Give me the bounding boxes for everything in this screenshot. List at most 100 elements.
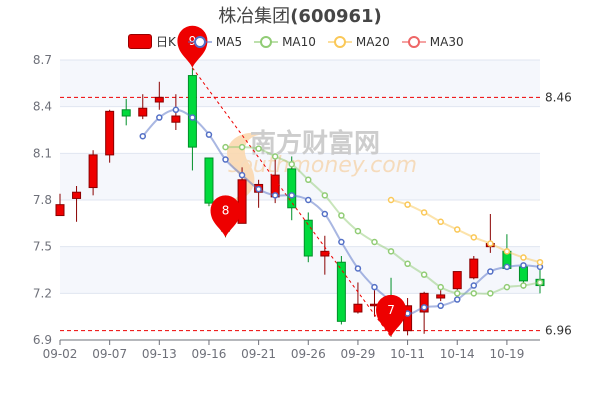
ma-point bbox=[520, 262, 527, 269]
candle-body bbox=[419, 292, 429, 313]
candle-body bbox=[154, 96, 164, 103]
ma-point bbox=[305, 176, 312, 184]
ma-point bbox=[437, 302, 444, 310]
watermark-text: southmoney.com bbox=[228, 153, 417, 178]
candle bbox=[436, 290, 446, 302]
candle bbox=[469, 256, 479, 280]
ma-point bbox=[222, 143, 229, 151]
candle-body bbox=[138, 107, 148, 117]
stock-name: 株冶集团 bbox=[218, 6, 291, 27]
rounded-rect-icon bbox=[128, 34, 152, 49]
grid-band bbox=[60, 153, 540, 200]
ma-point bbox=[338, 238, 345, 246]
legend-item-ma30[interactable]: MA30 bbox=[401, 34, 464, 49]
candle-body bbox=[436, 294, 446, 299]
legend-label: 日K bbox=[156, 35, 176, 49]
ma-point bbox=[437, 218, 444, 226]
ma-point bbox=[222, 156, 229, 163]
ma-point bbox=[139, 132, 147, 140]
legend-label: MA30 bbox=[429, 34, 464, 49]
pin-label: 7 bbox=[387, 303, 395, 317]
ma-series-ma20 bbox=[387, 196, 544, 266]
legend-item-ma5[interactable]: MA5 bbox=[187, 34, 243, 49]
y-tick-label: 7.2 bbox=[33, 286, 52, 300]
ma-point bbox=[453, 290, 461, 297]
x-tick-label: 09-07 bbox=[92, 347, 127, 361]
ma-point bbox=[156, 114, 163, 121]
ma-point bbox=[420, 271, 428, 278]
ma-point bbox=[271, 153, 279, 160]
ma-point bbox=[503, 283, 511, 291]
y-tick-label: 6.9 bbox=[33, 333, 52, 347]
candle bbox=[72, 186, 82, 222]
candle bbox=[154, 81, 164, 110]
ma-point bbox=[470, 290, 478, 297]
candle-body bbox=[171, 115, 181, 123]
candle-body bbox=[353, 303, 363, 313]
candle bbox=[353, 282, 363, 314]
candle-body bbox=[303, 219, 313, 257]
ma-point bbox=[520, 282, 527, 289]
ma-point bbox=[321, 192, 329, 199]
mark-line-label: 8.46 bbox=[545, 90, 572, 104]
ma-point bbox=[404, 201, 411, 208]
x-tick-label: 09-29 bbox=[340, 347, 375, 361]
y-tick-label: 8.1 bbox=[33, 146, 52, 160]
legend-item-ma10[interactable]: MA10 bbox=[254, 35, 316, 49]
ma-point bbox=[205, 131, 213, 138]
candle-body bbox=[105, 110, 115, 156]
mark-line-label: 6.96 bbox=[545, 324, 572, 338]
x-tick-label: 09-26 bbox=[291, 347, 326, 361]
candle-body bbox=[237, 179, 247, 224]
y-tick-label: 8.4 bbox=[33, 100, 52, 114]
ma-point bbox=[172, 106, 180, 114]
chart-title: 株冶集团(600961) bbox=[0, 2, 600, 28]
candle-body bbox=[320, 250, 330, 257]
candle bbox=[485, 214, 495, 253]
grid-band bbox=[60, 60, 540, 107]
candle-body bbox=[452, 271, 462, 290]
ma-point bbox=[487, 240, 494, 247]
candle bbox=[303, 212, 313, 263]
circle-line-icon bbox=[254, 35, 279, 48]
candle bbox=[88, 150, 98, 196]
candle-body bbox=[518, 266, 528, 282]
candle-body bbox=[287, 168, 297, 209]
legend-label: MA5 bbox=[215, 34, 243, 49]
legend-item-dayk[interactable]: 日K bbox=[128, 33, 176, 50]
ma-point bbox=[189, 114, 196, 121]
x-tick-label: 09-21 bbox=[241, 347, 276, 361]
x-tick-label: 09-02 bbox=[43, 347, 78, 361]
ma-point bbox=[420, 304, 428, 311]
ma-point bbox=[453, 296, 461, 303]
candle-body bbox=[121, 109, 131, 117]
ma-point bbox=[338, 212, 345, 219]
y-tick-label: 7.8 bbox=[33, 193, 52, 207]
candle bbox=[452, 271, 462, 291]
trend-line bbox=[192, 67, 392, 338]
ma-point bbox=[238, 143, 246, 151]
ma-point bbox=[437, 283, 444, 291]
ma-point bbox=[321, 210, 329, 218]
legend-label: MA20 bbox=[355, 34, 390, 49]
ma-point bbox=[470, 234, 478, 241]
candle bbox=[419, 291, 429, 334]
ma-point bbox=[503, 248, 511, 255]
pin-label: 8 bbox=[222, 203, 230, 217]
ma-point bbox=[288, 160, 295, 168]
candle bbox=[336, 256, 346, 325]
x-tick-label: 10-14 bbox=[440, 347, 475, 361]
candle bbox=[55, 193, 65, 217]
ma-point bbox=[487, 290, 494, 297]
circle-line-icon bbox=[401, 35, 426, 48]
pin-icon bbox=[376, 294, 407, 337]
ma-point bbox=[470, 282, 478, 289]
ma-point bbox=[271, 192, 279, 199]
legend-item-ma20[interactable]: MA20 bbox=[327, 34, 390, 49]
x-tick-label: 10-11 bbox=[390, 347, 425, 361]
mark-point-pin: 7 bbox=[376, 294, 407, 337]
x-tick-label: 09-13 bbox=[142, 347, 177, 361]
circle-line-icon bbox=[187, 35, 212, 48]
grid-band bbox=[60, 246, 540, 294]
